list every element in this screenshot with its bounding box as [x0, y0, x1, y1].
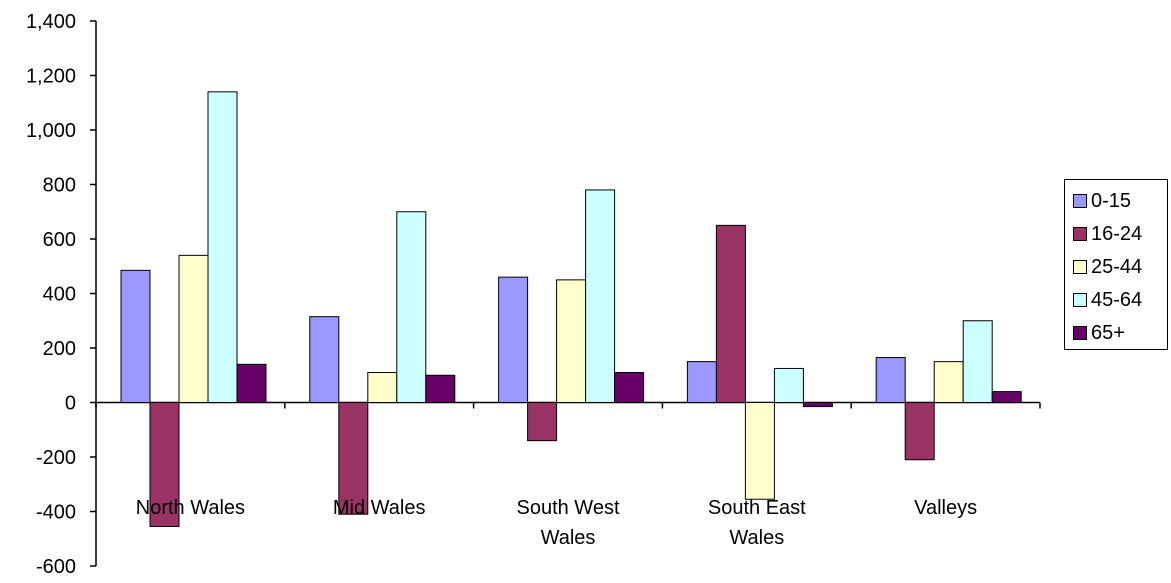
- bar-45-64-2: [585, 189, 616, 403]
- legend-swatch-0-15: [1073, 194, 1087, 208]
- bar-65-plus-2: [614, 372, 645, 403]
- legend-label-45-64: 45-64: [1091, 288, 1143, 311]
- legend-swatch-45-64: [1073, 293, 1087, 307]
- legend-item-0-15: 0-15: [1073, 190, 1131, 212]
- bar-45-64-4: [962, 320, 993, 403]
- bar-16-24-1: [338, 402, 369, 515]
- bar-65-plus-4: [991, 391, 1022, 404]
- legend-item-16-24: 16-24: [1073, 223, 1142, 245]
- x-category-label: North Wales: [136, 497, 245, 519]
- x-category-label: Valleys: [914, 497, 977, 519]
- legend-item-65-plus: 65+: [1073, 322, 1125, 344]
- bar-25-44-1: [367, 372, 398, 403]
- legend: 0-15 16-24 25-44 45-64 65+: [1064, 179, 1168, 350]
- bars: [120, 91, 1022, 527]
- bar-16-24-0: [149, 402, 180, 527]
- x-category-label: Mid Wales: [333, 497, 426, 519]
- y-tick-label: 0: [65, 393, 76, 415]
- bar-45-64-0: [207, 91, 238, 403]
- legend-label-25-44: 25-44: [1091, 255, 1143, 278]
- legend-item-45-64: 45-64: [1073, 289, 1142, 311]
- y-tick-label: -600: [36, 556, 76, 578]
- bar-45-64-1: [396, 211, 427, 403]
- bar-16-24-4: [904, 402, 935, 461]
- bar-65-plus-3: [802, 402, 833, 408]
- bar-25-44-4: [933, 361, 964, 403]
- y-tick-label: 1,200: [26, 66, 76, 88]
- x-category-label: South West Wales: [516, 497, 619, 549]
- bar-16-24-2: [527, 402, 558, 442]
- legend-label-0-15: 0-15: [1091, 189, 1132, 212]
- y-tick-label: -400: [36, 502, 76, 524]
- bar-0-15-2: [498, 276, 529, 403]
- y-tick-label: 1,000: [26, 120, 76, 142]
- bar-0-15-4: [875, 357, 906, 404]
- y-tick-label: 600: [43, 229, 76, 251]
- bar-65-plus-1: [425, 374, 456, 403]
- y-tick-label: -200: [36, 447, 76, 469]
- bar-16-24-3: [715, 224, 746, 403]
- legend-swatch-25-44: [1073, 260, 1087, 274]
- bar-45-64-3: [773, 367, 804, 403]
- legend-label-16-24: 16-24: [1091, 222, 1143, 245]
- legend-swatch-65-plus: [1073, 326, 1087, 340]
- category-labels: North Wales Mid Wales South West Wales South…: [136, 497, 977, 549]
- y-tick-label: 200: [43, 338, 76, 360]
- y-tick-label: 800: [43, 175, 76, 197]
- legend-item-25-44: 25-44: [1073, 256, 1142, 278]
- bar-25-44-2: [556, 279, 587, 403]
- bar-0-15-0: [120, 269, 151, 403]
- bar-65-plus-0: [236, 363, 267, 404]
- bar-0-15-3: [686, 361, 717, 403]
- legend-label-65-plus: 65+: [1091, 321, 1125, 344]
- bar-25-44-3: [744, 402, 775, 500]
- bar-25-44-0: [178, 254, 209, 403]
- x-category-label: South East Wales: [708, 497, 806, 549]
- bar-0-15-1: [309, 316, 340, 404]
- y-tick-label: 400: [43, 284, 76, 306]
- y-tick-label: 1,400: [26, 11, 76, 33]
- legend-swatch-16-24: [1073, 227, 1087, 241]
